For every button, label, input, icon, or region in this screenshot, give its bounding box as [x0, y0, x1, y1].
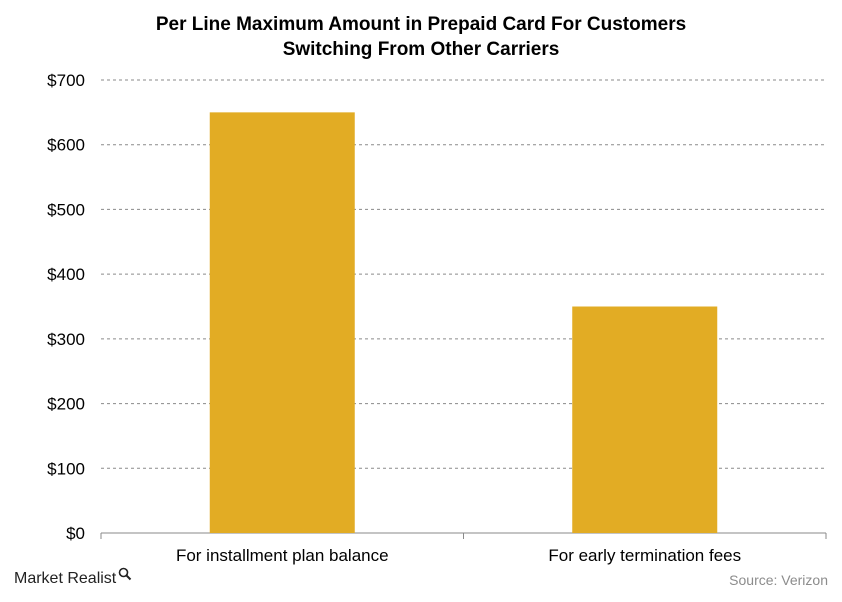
y-tick-label: $200 — [47, 395, 85, 414]
y-tick-label: $100 — [47, 459, 85, 478]
bar — [209, 112, 355, 533]
magnifier-icon — [118, 567, 132, 581]
y-tick-label: $500 — [47, 200, 85, 219]
brand-name: Market Realist — [14, 570, 117, 587]
y-tick-label: $300 — [47, 330, 85, 349]
y-tick-label: $400 — [47, 265, 85, 284]
x-category-label: For early termination fees — [548, 546, 741, 565]
chart-title-line-1: Per Line Maximum Amount in Prepaid Card … — [155, 14, 687, 35]
chart-title: Per Line Maximum Amount in Prepaid Card … — [0, 12, 842, 62]
bar — [572, 306, 718, 533]
market-realist-logo: Market Realist — [14, 567, 132, 588]
y-tick-label: $600 — [47, 136, 85, 155]
source-note: Source: Verizon — [729, 572, 828, 588]
y-tick-label: $0 — [66, 524, 85, 543]
y-tick-label: $700 — [47, 71, 85, 90]
chart-title-line-2: Switching From Other Carriers — [282, 39, 560, 60]
x-category-label: For installment plan balance — [176, 546, 389, 565]
